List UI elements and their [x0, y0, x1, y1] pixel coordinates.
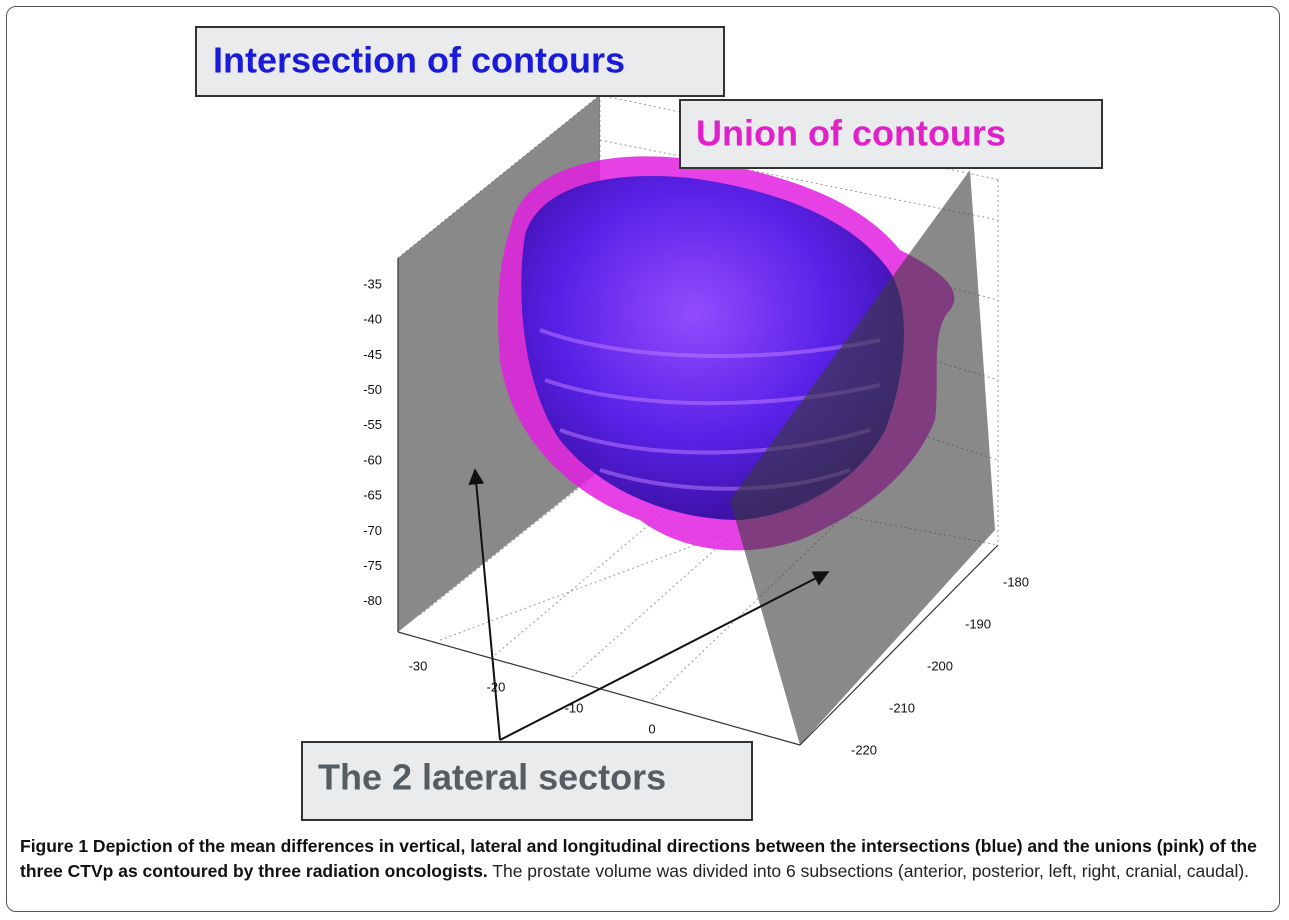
tick-label: 0 — [648, 721, 655, 736]
tick-label: -65 — [363, 488, 382, 503]
tick-labels: -35-40-45-50-55-60-65-70-75-80-30-20-100… — [363, 276, 1029, 757]
figure: -35-40-45-50-55-60-65-70-75-80-30-20-100… — [195, 26, 1103, 821]
arrow — [499, 571, 830, 741]
tick-label: -50 — [363, 382, 382, 397]
tick-label: -70 — [363, 523, 382, 538]
tick-label: -75 — [363, 558, 382, 573]
tick-label: -80 — [363, 593, 382, 608]
tick-label: -220 — [851, 742, 877, 757]
caption: Figure 1 Depiction of the mean differenc… — [20, 834, 1270, 884]
annotation-label: The 2 lateral sectors — [318, 757, 666, 798]
caption-text: The prostate volume was divided into 6 s… — [492, 861, 1250, 881]
annotation-box — [679, 99, 1103, 169]
tick-label: -60 — [363, 452, 382, 467]
annotation-box — [301, 741, 753, 821]
tick-label: -35 — [363, 276, 382, 291]
annotation-label: Intersection of contours — [213, 40, 625, 81]
tick-label: -30 — [409, 658, 428, 673]
arrow — [468, 468, 501, 741]
tick-label: -180 — [1003, 574, 1029, 589]
annotation-label: Union of contours — [696, 113, 1006, 154]
annotation-box — [195, 26, 725, 97]
figure-frame — [6, 6, 1280, 912]
tick-label: -55 — [363, 417, 382, 432]
tick-label: -200 — [927, 658, 953, 673]
caption-title: Figure 1 Depiction of the mean differenc… — [20, 836, 1257, 881]
right-sector-plane — [730, 170, 995, 745]
tick-label: -210 — [889, 700, 915, 715]
tick-label: -190 — [965, 616, 991, 631]
tick-label: -45 — [363, 347, 382, 362]
tick-label: -40 — [363, 312, 382, 327]
